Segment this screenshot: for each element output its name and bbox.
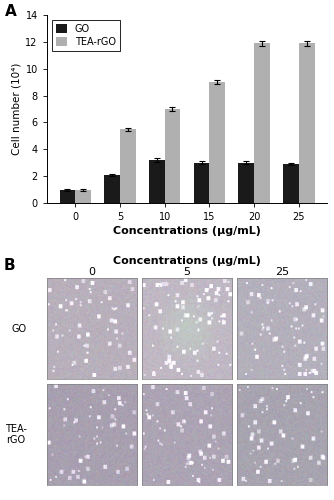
Bar — [254, 43, 270, 203]
Bar — [165, 109, 180, 203]
Text: A: A — [5, 4, 16, 18]
Y-axis label: GO: GO — [12, 324, 27, 334]
Bar — [104, 175, 120, 203]
Title: 0: 0 — [89, 268, 96, 278]
X-axis label: Concentrations (μg/mL): Concentrations (μg/mL) — [113, 226, 261, 236]
Y-axis label: Cell number (10⁴): Cell number (10⁴) — [11, 63, 21, 155]
Text: B: B — [3, 258, 15, 273]
Bar — [299, 43, 315, 203]
Bar — [75, 190, 91, 203]
Bar — [149, 160, 165, 203]
Bar — [209, 82, 225, 203]
Bar — [283, 164, 299, 203]
Bar — [59, 190, 75, 203]
Title: 5: 5 — [184, 268, 190, 278]
Title: 25: 25 — [275, 268, 289, 278]
Y-axis label: TEA-
rGO: TEA- rGO — [5, 424, 27, 446]
Text: Concentrations (μg/mL): Concentrations (μg/mL) — [113, 256, 261, 266]
Bar — [238, 163, 254, 203]
Bar — [120, 129, 136, 203]
Bar — [194, 163, 209, 203]
Legend: GO, TEA-rGO: GO, TEA-rGO — [52, 20, 120, 50]
